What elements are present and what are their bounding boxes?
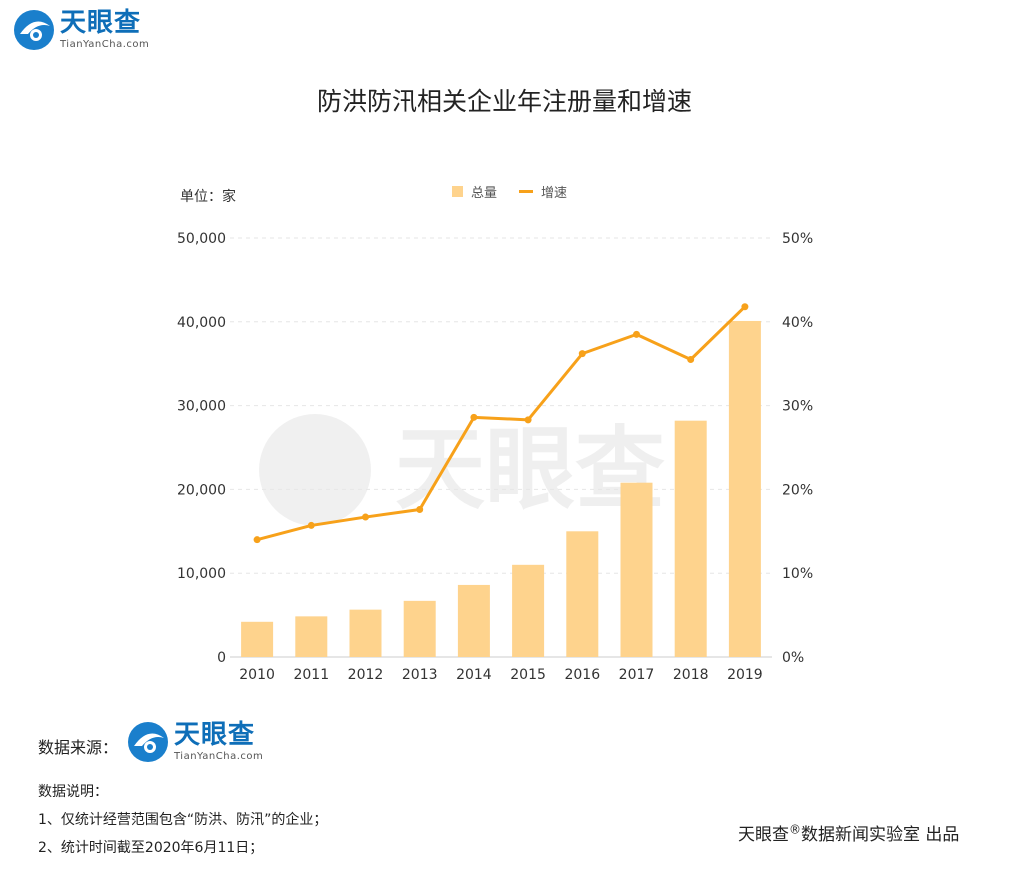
x-tick-label: 2011 — [293, 667, 329, 683]
watermark: 天眼查 — [259, 414, 665, 526]
bar-2019 — [728, 320, 761, 657]
note-item-1: 1、仅统计经营范围包含“防洪、防汛”的企业； — [38, 812, 328, 828]
y-left-tick-label: 30,000 — [177, 399, 226, 415]
y-right-tick-label: 40% — [782, 315, 813, 331]
y-left-tick-label: 20,000 — [177, 482, 226, 498]
growth-point-2017 — [633, 330, 640, 338]
unit-label: 单位：家 — [180, 189, 236, 205]
x-tick-label: 2018 — [673, 667, 709, 683]
watermark-text: 天眼查 — [395, 417, 665, 522]
growth-point-2014 — [470, 413, 478, 421]
y-left-tick-label: 0 — [217, 650, 226, 666]
eye-logo-icon — [14, 10, 54, 50]
y-right-tick-label: 10% — [782, 566, 813, 582]
legend-label-growth: 增速 — [541, 186, 568, 201]
legend-label-total: 总量 — [471, 186, 498, 201]
notes-title: 数据说明： — [38, 784, 108, 800]
bar-2010 — [241, 621, 274, 657]
eye-logo-icon — [128, 722, 168, 762]
x-tick-label: 2019 — [727, 667, 763, 683]
y-left-tick-label: 50,000 — [177, 231, 226, 247]
bar-2012 — [349, 609, 382, 657]
bar-2015 — [512, 564, 545, 657]
y-left-tick-label: 40,000 — [177, 315, 226, 331]
legend-swatch-total — [452, 186, 463, 197]
legend-swatch-growth — [519, 190, 534, 193]
source-label: 数据来源： — [38, 738, 119, 757]
growth-point-2011 — [307, 521, 315, 529]
bar-2016 — [566, 531, 599, 657]
x-tick-label: 2016 — [564, 667, 600, 683]
growth-point-2012 — [362, 513, 369, 521]
bar-2017 — [620, 482, 653, 657]
credit-rest: 数据新闻实验室 出品 — [801, 825, 960, 845]
growth-point-2010 — [253, 536, 261, 544]
x-tick-label: 2010 — [239, 667, 275, 683]
y-left-tick-label: 10,000 — [177, 566, 226, 582]
data-notes: 数据说明： 1、仅统计经营范围包含“防洪、防汛”的企业； 2、统计时间截至202… — [38, 778, 327, 862]
growth-point-2019 — [741, 303, 749, 311]
x-tick-label: 2013 — [402, 667, 438, 683]
y-right-tick-label: 20% — [782, 482, 813, 498]
combo-chart: 天眼查 0 0% 10,000 10% 20,000 20% 30,000 30% 40,000… — [177, 231, 813, 683]
growth-point-2016 — [578, 350, 586, 358]
growth-point-2015 — [524, 416, 532, 424]
source-brand-cn: 天眼查 — [174, 720, 256, 750]
source-brand-en: TianYanCha.com — [174, 751, 264, 762]
chart-title: 防洪防汛相关企业年注册量和增速 — [316, 87, 692, 116]
growth-point-2013 — [416, 506, 424, 514]
y-right-tick-label: 30% — [782, 399, 813, 415]
bar-2014 — [457, 584, 490, 657]
x-tick-label: 2015 — [510, 667, 546, 683]
bar-2013 — [403, 600, 436, 657]
brand-name-en: TianYanCha.com — [60, 39, 150, 50]
x-tick-label: 2017 — [619, 667, 655, 683]
brand-logo: 天眼查 TianYanCha.com — [12, 8, 149, 52]
x-tick-label: 2012 — [348, 667, 384, 683]
source-logo[interactable]: 天眼查 TianYanCha.com — [126, 720, 263, 764]
chart-legend: 总量 增速 — [452, 182, 589, 201]
credit-line: 天眼查®数据新闻实验室 出品 — [738, 820, 959, 845]
brand-name-cn: 天眼查 — [60, 8, 142, 38]
growth-point-2018 — [687, 356, 695, 364]
credit-brand: 天眼查 — [738, 825, 789, 845]
growth-line — [256, 305, 746, 542]
bar-2018 — [674, 420, 707, 657]
legend-item-total[interactable]: 总量 — [452, 182, 497, 201]
bar-2011 — [295, 616, 328, 657]
y-right-tick-label: 50% — [782, 231, 813, 247]
registered-mark: ® — [789, 822, 801, 837]
x-tick-label: 2014 — [456, 667, 492, 683]
legend-item-growth[interactable]: 增速 — [519, 182, 567, 201]
note-item-2: 2、统计时间截至2020年6月11日； — [38, 840, 264, 856]
y-right-tick-label: 0% — [782, 650, 804, 666]
